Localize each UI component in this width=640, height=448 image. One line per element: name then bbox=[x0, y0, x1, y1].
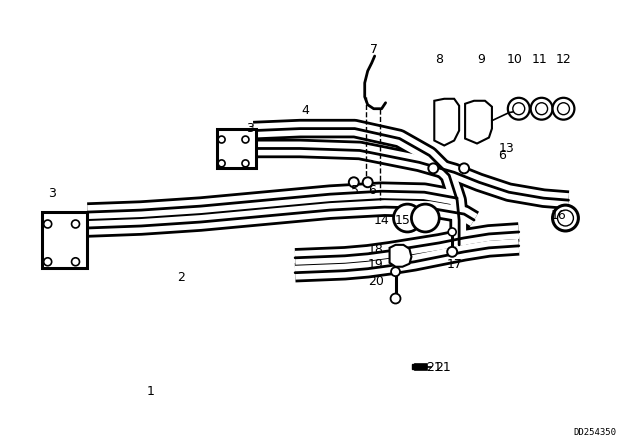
Circle shape bbox=[242, 136, 249, 143]
Circle shape bbox=[363, 177, 372, 187]
Text: 18: 18 bbox=[368, 243, 383, 256]
Text: 3: 3 bbox=[246, 122, 254, 135]
Circle shape bbox=[44, 220, 52, 228]
Text: 21: 21 bbox=[426, 361, 442, 374]
Circle shape bbox=[72, 258, 79, 266]
Circle shape bbox=[552, 205, 579, 231]
Circle shape bbox=[242, 160, 249, 167]
Text: 13: 13 bbox=[499, 142, 515, 155]
Text: 5: 5 bbox=[351, 184, 359, 197]
Circle shape bbox=[349, 177, 359, 187]
Circle shape bbox=[459, 164, 469, 173]
Circle shape bbox=[428, 164, 438, 173]
Circle shape bbox=[536, 103, 548, 115]
Circle shape bbox=[531, 98, 552, 120]
Text: 12: 12 bbox=[556, 52, 572, 65]
Text: 11: 11 bbox=[532, 52, 547, 65]
Text: 15: 15 bbox=[394, 214, 410, 227]
Circle shape bbox=[557, 210, 573, 226]
Text: 14: 14 bbox=[374, 214, 390, 227]
Bar bbox=[217, 129, 257, 168]
Text: 3: 3 bbox=[48, 187, 56, 200]
Text: 20: 20 bbox=[368, 275, 383, 288]
Circle shape bbox=[508, 98, 530, 120]
Text: 21: 21 bbox=[435, 361, 451, 374]
Bar bbox=[415, 364, 428, 370]
Text: 8: 8 bbox=[435, 52, 444, 65]
Text: 19: 19 bbox=[368, 258, 383, 271]
Text: 6: 6 bbox=[368, 184, 376, 197]
Bar bbox=[42, 212, 88, 268]
Circle shape bbox=[447, 247, 457, 257]
Circle shape bbox=[557, 103, 570, 115]
Bar bbox=[412, 364, 415, 369]
Text: 10: 10 bbox=[507, 52, 523, 65]
Text: DD254350: DD254350 bbox=[573, 428, 616, 437]
Circle shape bbox=[72, 220, 79, 228]
Circle shape bbox=[44, 258, 52, 266]
Circle shape bbox=[513, 103, 525, 115]
Text: 7: 7 bbox=[370, 43, 378, 56]
Polygon shape bbox=[390, 245, 412, 267]
Text: 1: 1 bbox=[147, 385, 155, 398]
Text: 17: 17 bbox=[446, 258, 462, 271]
Text: 2: 2 bbox=[177, 271, 185, 284]
Circle shape bbox=[394, 204, 421, 232]
Text: 4: 4 bbox=[301, 104, 309, 117]
Circle shape bbox=[218, 160, 225, 167]
Circle shape bbox=[391, 267, 400, 276]
Circle shape bbox=[448, 228, 456, 236]
Text: 6: 6 bbox=[498, 149, 506, 162]
Circle shape bbox=[390, 293, 401, 303]
Text: 16: 16 bbox=[550, 209, 566, 222]
Polygon shape bbox=[465, 101, 492, 143]
Polygon shape bbox=[435, 99, 459, 146]
Text: 9: 9 bbox=[477, 52, 485, 65]
Circle shape bbox=[552, 98, 575, 120]
Circle shape bbox=[218, 136, 225, 143]
Circle shape bbox=[412, 204, 439, 232]
